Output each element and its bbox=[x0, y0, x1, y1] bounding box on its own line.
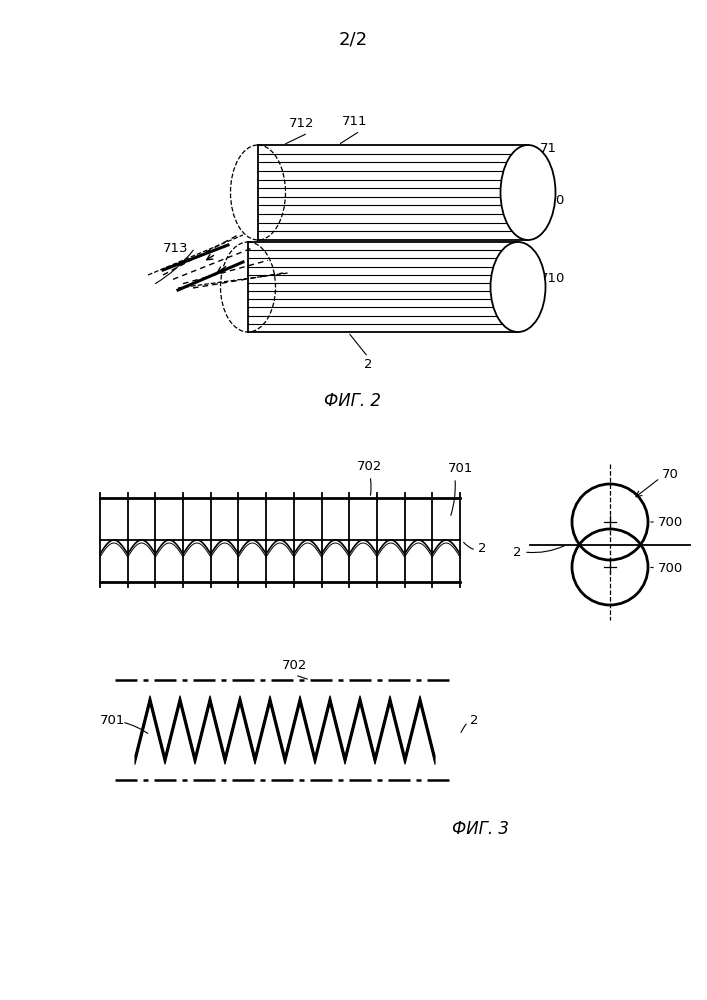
Text: 712: 712 bbox=[289, 117, 315, 130]
Ellipse shape bbox=[491, 242, 546, 332]
Text: 710: 710 bbox=[540, 194, 566, 207]
Text: ФИГ. 3: ФИГ. 3 bbox=[452, 820, 508, 838]
Ellipse shape bbox=[501, 145, 556, 240]
Text: 71: 71 bbox=[540, 141, 557, 154]
Text: 701: 701 bbox=[100, 714, 125, 726]
Text: 700: 700 bbox=[658, 516, 683, 528]
Text: 2/2: 2/2 bbox=[339, 30, 368, 48]
Text: 2: 2 bbox=[470, 714, 479, 726]
Text: ФИГ. 2: ФИГ. 2 bbox=[325, 392, 382, 410]
Text: 2: 2 bbox=[513, 546, 522, 560]
Text: 701: 701 bbox=[448, 462, 474, 475]
Text: 700: 700 bbox=[658, 562, 683, 574]
Text: 70: 70 bbox=[662, 468, 679, 482]
Text: 711: 711 bbox=[342, 115, 368, 128]
Text: 710: 710 bbox=[540, 271, 566, 284]
Text: 713: 713 bbox=[163, 241, 188, 254]
Text: 2: 2 bbox=[363, 358, 373, 371]
Text: 702: 702 bbox=[357, 460, 382, 473]
Text: 702: 702 bbox=[282, 659, 308, 672]
Text: 2: 2 bbox=[478, 542, 486, 554]
